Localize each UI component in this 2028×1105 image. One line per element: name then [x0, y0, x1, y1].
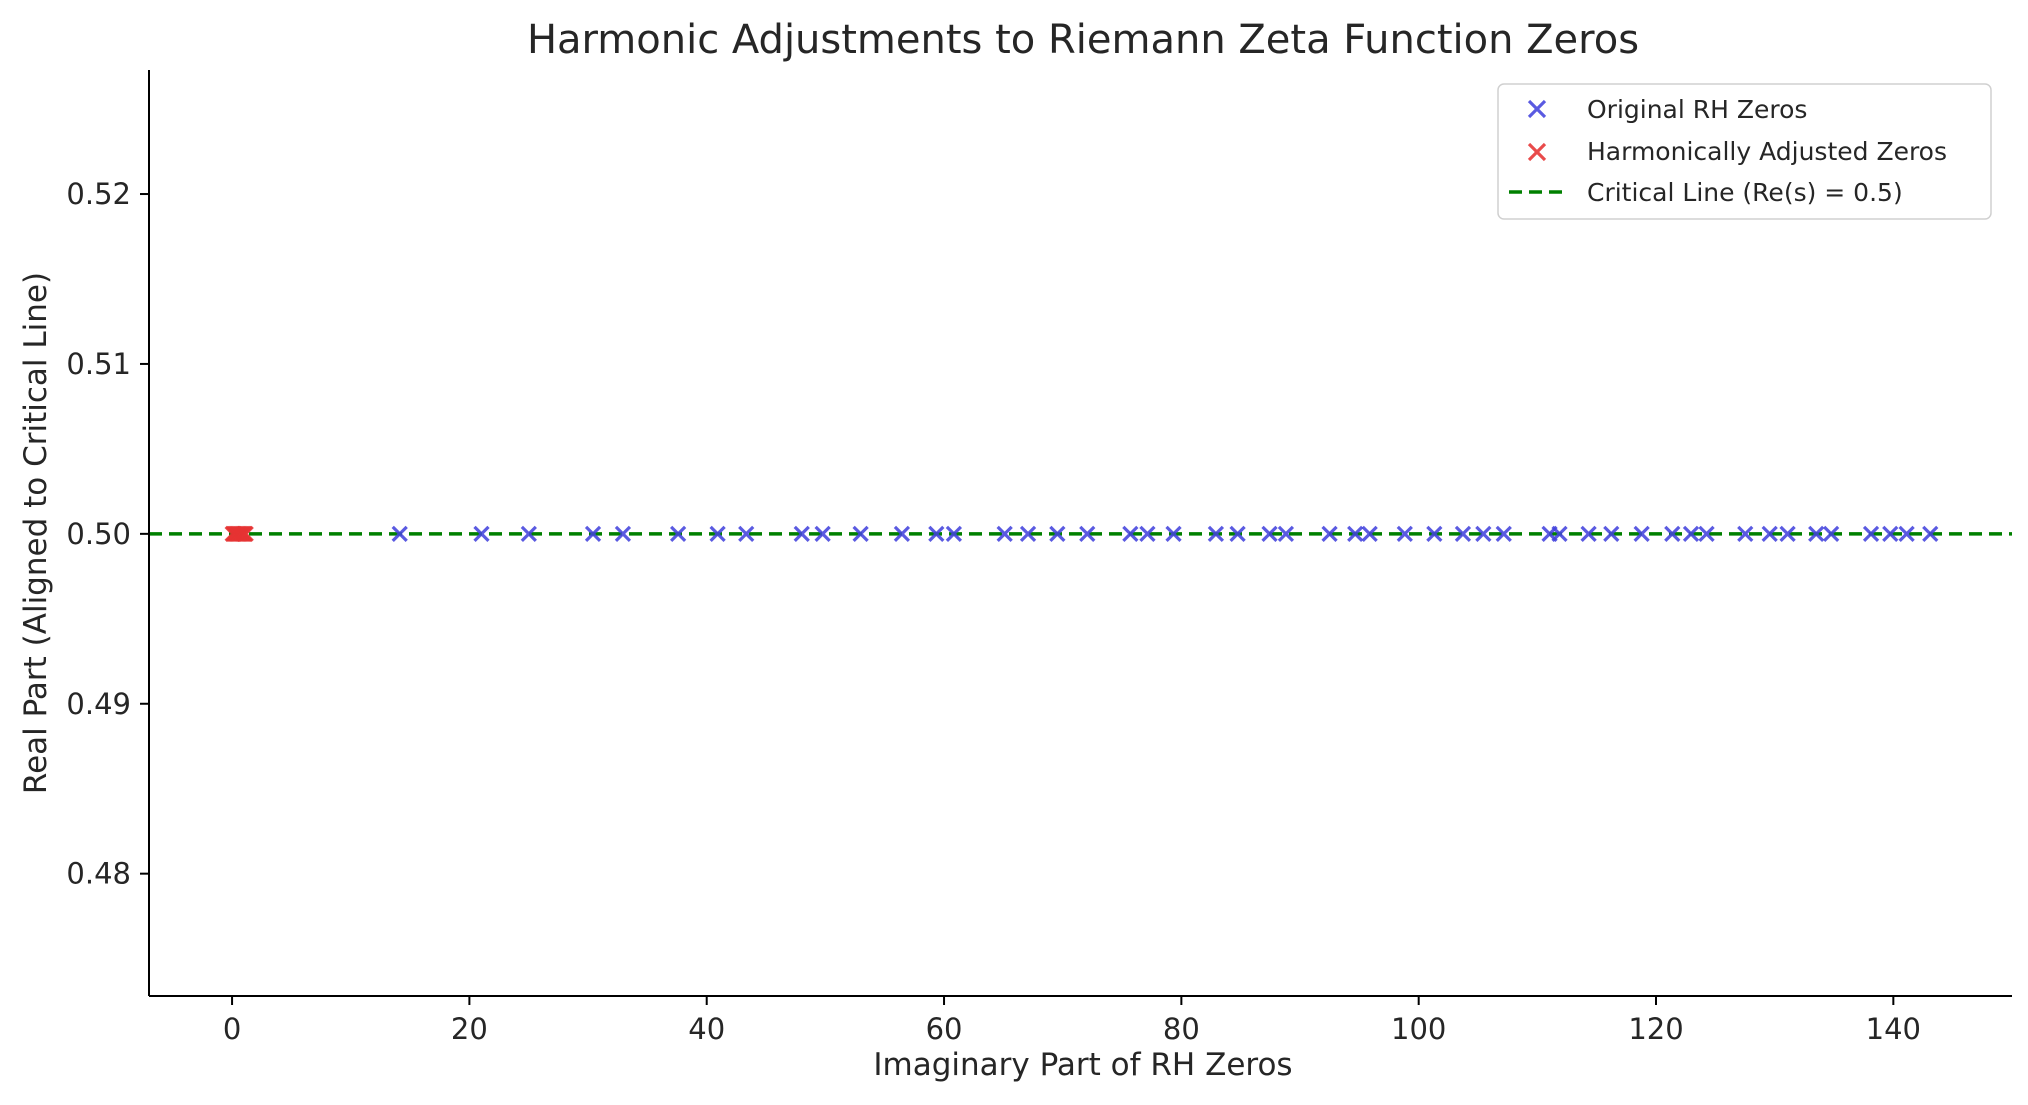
- x-tick-label: 60: [926, 1012, 963, 1046]
- original-zero-point: [584, 525, 602, 542]
- chart-title: Harmonic Adjustments to Riemann Zeta Fun…: [527, 17, 1639, 63]
- adjusted-zero-point: [237, 525, 254, 542]
- y-axis-label: Real Part (Aligned to Critical Line): [18, 272, 54, 794]
- original-zero-point: [1603, 525, 1620, 542]
- original-zero-point: [1361, 525, 1378, 542]
- y-tick-label: 0.48: [66, 857, 131, 891]
- x-axis-ticks: 0 20 40 60 80 100 120 140: [223, 996, 1921, 1046]
- x-tick-label: 40: [688, 1012, 725, 1046]
- original-zero-point: [391, 525, 408, 542]
- y-tick-label: 0.51: [66, 347, 131, 381]
- legend-adjusted-marker: [1527, 142, 1547, 162]
- original-zero-point: [1207, 525, 1225, 542]
- original-zero-point: [1882, 525, 1899, 542]
- original-zero-point: [1049, 525, 1066, 542]
- original-zero-point: [1079, 525, 1096, 542]
- x-tick-label: 100: [1391, 1012, 1446, 1046]
- original-zero-point: [1321, 525, 1338, 542]
- original-zero-point: [814, 525, 831, 542]
- original-zero-point: [1122, 525, 1139, 542]
- x-tick-label: 140: [1866, 1012, 1921, 1046]
- x-axis-label: Imaginary Part of RH Zeros: [873, 1047, 1292, 1083]
- legend: Original RH Zeros Harmonically Adjusted …: [1497, 83, 1992, 220]
- original-zero-point: [1898, 525, 1915, 542]
- original-zero-point: [1426, 525, 1443, 542]
- original-zero-point: [1862, 525, 1880, 542]
- original-zero-point: [996, 525, 1013, 542]
- legend-adjusted-label: Harmonically Adjusted Zeros: [1587, 137, 1947, 166]
- original-zero-point: [852, 525, 869, 542]
- legend-critical-line-label: Critical Line (Re(s) = 0.5): [1587, 178, 1903, 207]
- original-zero-point: [1019, 525, 1037, 542]
- x-tick-label: 120: [1628, 1012, 1683, 1046]
- x-tick-label: 80: [1163, 1012, 1200, 1046]
- original-zero-point: [738, 525, 755, 542]
- original-zero-point: [1737, 525, 1754, 542]
- original-zero-point: [1664, 525, 1681, 542]
- original-zero-point: [1698, 525, 1715, 542]
- original-zero-point: [669, 525, 687, 542]
- y-tick-label: 0.50: [66, 517, 131, 551]
- original-zero-point: [1808, 525, 1825, 542]
- original-zero-point: [520, 525, 537, 542]
- original-zero-point: [1495, 525, 1512, 542]
- original-zero-point: [1823, 525, 1840, 542]
- original-zero-point: [473, 525, 490, 542]
- original-zero-point: [1165, 525, 1182, 542]
- original-zero-point: [893, 525, 911, 542]
- y-axis-ticks: 0.48 0.49 0.50 0.51 0.52: [66, 177, 149, 891]
- original-zero-point: [1261, 525, 1278, 542]
- legend-original-marker: [1527, 99, 1547, 119]
- original-zero-point: [928, 525, 945, 542]
- original-zero-point: [1922, 525, 1939, 542]
- original-zero-point: [1761, 525, 1778, 542]
- legend-original-label: Original RH Zeros: [1587, 95, 1807, 124]
- y-tick-label: 0.52: [66, 177, 131, 211]
- original-zero-point: [614, 525, 632, 542]
- original-zero-point: [1139, 525, 1156, 542]
- legend-box: [1497, 83, 1992, 220]
- x-tick-label: 0: [223, 1012, 241, 1046]
- legend-original-x: [1527, 99, 1547, 119]
- y-tick-label: 0.49: [66, 687, 131, 721]
- original-zero-point: [1682, 525, 1700, 542]
- original-zero-point: [1229, 525, 1246, 542]
- plot-area: [149, 525, 2012, 542]
- original-zero-point: [1347, 525, 1364, 542]
- original-zero-point: [793, 525, 810, 542]
- original-zero-point: [945, 525, 963, 542]
- original-zero-point: [1454, 525, 1472, 542]
- original-zero-point: [1277, 525, 1295, 542]
- original-zero-point: [1580, 525, 1597, 542]
- original-zero-point: [1633, 525, 1650, 542]
- legend-adjusted-x: [1527, 142, 1547, 162]
- original-zero-point: [1475, 525, 1492, 542]
- x-tick-label: 20: [451, 1012, 488, 1046]
- original-zero-point: [1551, 525, 1568, 542]
- original-zero-point: [1396, 525, 1413, 542]
- original-zero-point: [709, 525, 726, 542]
- original-zero-point: [1779, 525, 1796, 542]
